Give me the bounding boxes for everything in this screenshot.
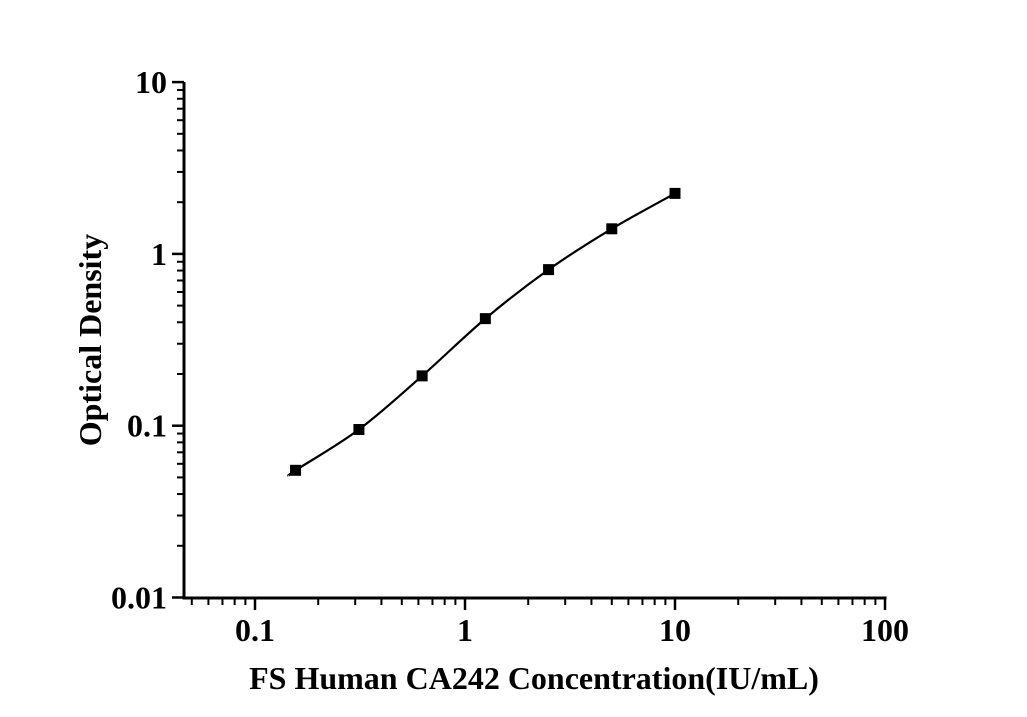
x-axis-title: FS Human CA242 Concentration(IU/mL) (249, 660, 819, 696)
tick-marks (172, 80, 887, 610)
x-tick-label: 100 (861, 612, 909, 648)
tick-labels: 0.1 1 10 100 0.01 0.1 1 10 (111, 64, 909, 648)
y-tick-label: 0.01 (111, 580, 167, 616)
x-tick-label: 1 (457, 612, 473, 648)
x-tick-label: 0.1 (235, 612, 275, 648)
data-point-marker (479, 313, 491, 325)
data-point-marker (416, 370, 428, 382)
data-point-markers (290, 187, 681, 476)
data-point-marker (543, 264, 555, 276)
data-point-marker (353, 424, 365, 436)
series-line (286, 192, 676, 477)
y-tick-label: 10 (135, 64, 167, 100)
y-axis-title: Optical Density (72, 234, 108, 446)
y-tick-label: 1 (151, 236, 167, 272)
data-point-marker (606, 223, 618, 235)
x-tick-label: 10 (659, 612, 691, 648)
data-point-marker (669, 187, 681, 199)
axes (182, 82, 887, 600)
y-tick-label: 0.1 (127, 408, 167, 444)
data-point-marker (290, 464, 302, 476)
